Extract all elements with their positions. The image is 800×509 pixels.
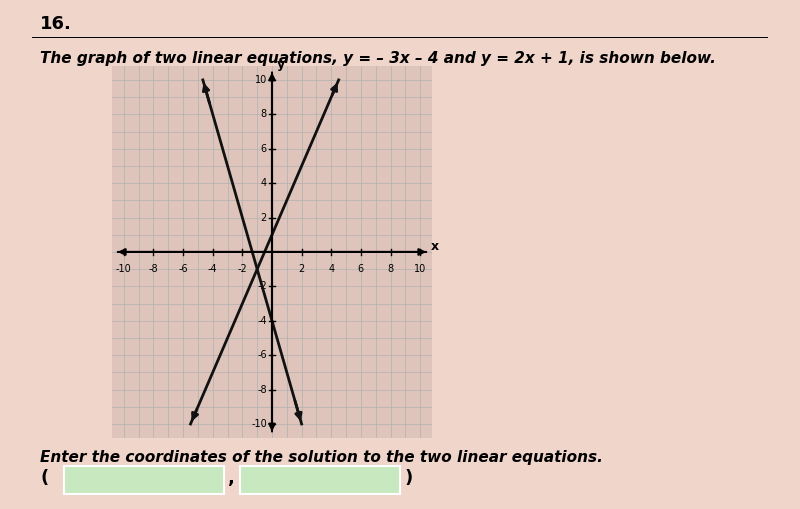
Text: -10: -10: [251, 419, 267, 429]
Text: 4: 4: [328, 264, 334, 274]
Text: 6: 6: [358, 264, 364, 274]
Text: -10: -10: [116, 264, 132, 274]
Text: The graph of two linear equations, y = – 3x – 4 and y = 2x + 1, is shown below.: The graph of two linear equations, y = –…: [40, 51, 716, 66]
Text: y: y: [277, 59, 285, 71]
Text: (: (: [40, 469, 48, 488]
Text: -4: -4: [257, 316, 267, 326]
Text: x: x: [430, 240, 438, 253]
Text: -8: -8: [149, 264, 158, 274]
Text: -2: -2: [238, 264, 247, 274]
Text: -6: -6: [257, 350, 267, 360]
Text: 6: 6: [261, 144, 267, 154]
Text: 16.: 16.: [40, 15, 72, 33]
Text: -6: -6: [178, 264, 188, 274]
Text: 10: 10: [414, 264, 426, 274]
Text: 2: 2: [261, 213, 267, 222]
Text: Enter the coordinates of the solution to the two linear equations.: Enter the coordinates of the solution to…: [40, 450, 603, 465]
Text: -2: -2: [257, 281, 267, 291]
Text: -4: -4: [208, 264, 218, 274]
Text: 2: 2: [298, 264, 305, 274]
Text: ): ): [404, 469, 412, 488]
Text: 4: 4: [261, 178, 267, 188]
Text: 8: 8: [387, 264, 394, 274]
Text: 8: 8: [261, 109, 267, 119]
Text: 10: 10: [254, 75, 267, 85]
Text: -8: -8: [257, 385, 267, 394]
Text: ,: ,: [228, 469, 235, 488]
